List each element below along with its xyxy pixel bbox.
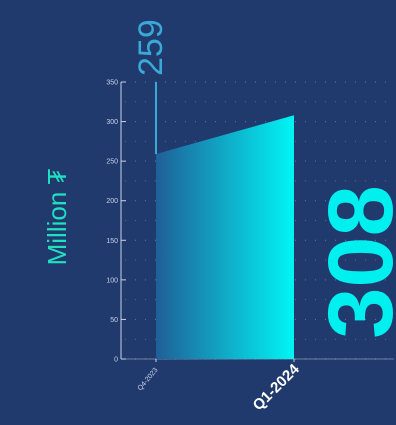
category-label-0: Q4-2023 bbox=[137, 367, 160, 392]
area-layer bbox=[155, 82, 294, 360]
area-fill bbox=[156, 115, 294, 360]
y-tick-label-50: 50 bbox=[110, 317, 118, 324]
y-tick-label-100: 100 bbox=[106, 277, 118, 284]
y-tick-label-350: 350 bbox=[106, 80, 118, 87]
start-value-label: 259 bbox=[132, 19, 170, 76]
y-tick-label-300: 300 bbox=[106, 119, 118, 126]
unit-label: Million ₮ bbox=[42, 168, 72, 265]
y-tick-label-200: 200 bbox=[106, 198, 118, 205]
y-tick-label-150: 150 bbox=[106, 238, 118, 245]
y-tick-label-250: 250 bbox=[106, 159, 118, 166]
end-value-label: 308 bbox=[310, 185, 396, 339]
category-label-1: Q1-2024 bbox=[250, 360, 304, 414]
y-tick-label-0: 0 bbox=[114, 357, 118, 364]
